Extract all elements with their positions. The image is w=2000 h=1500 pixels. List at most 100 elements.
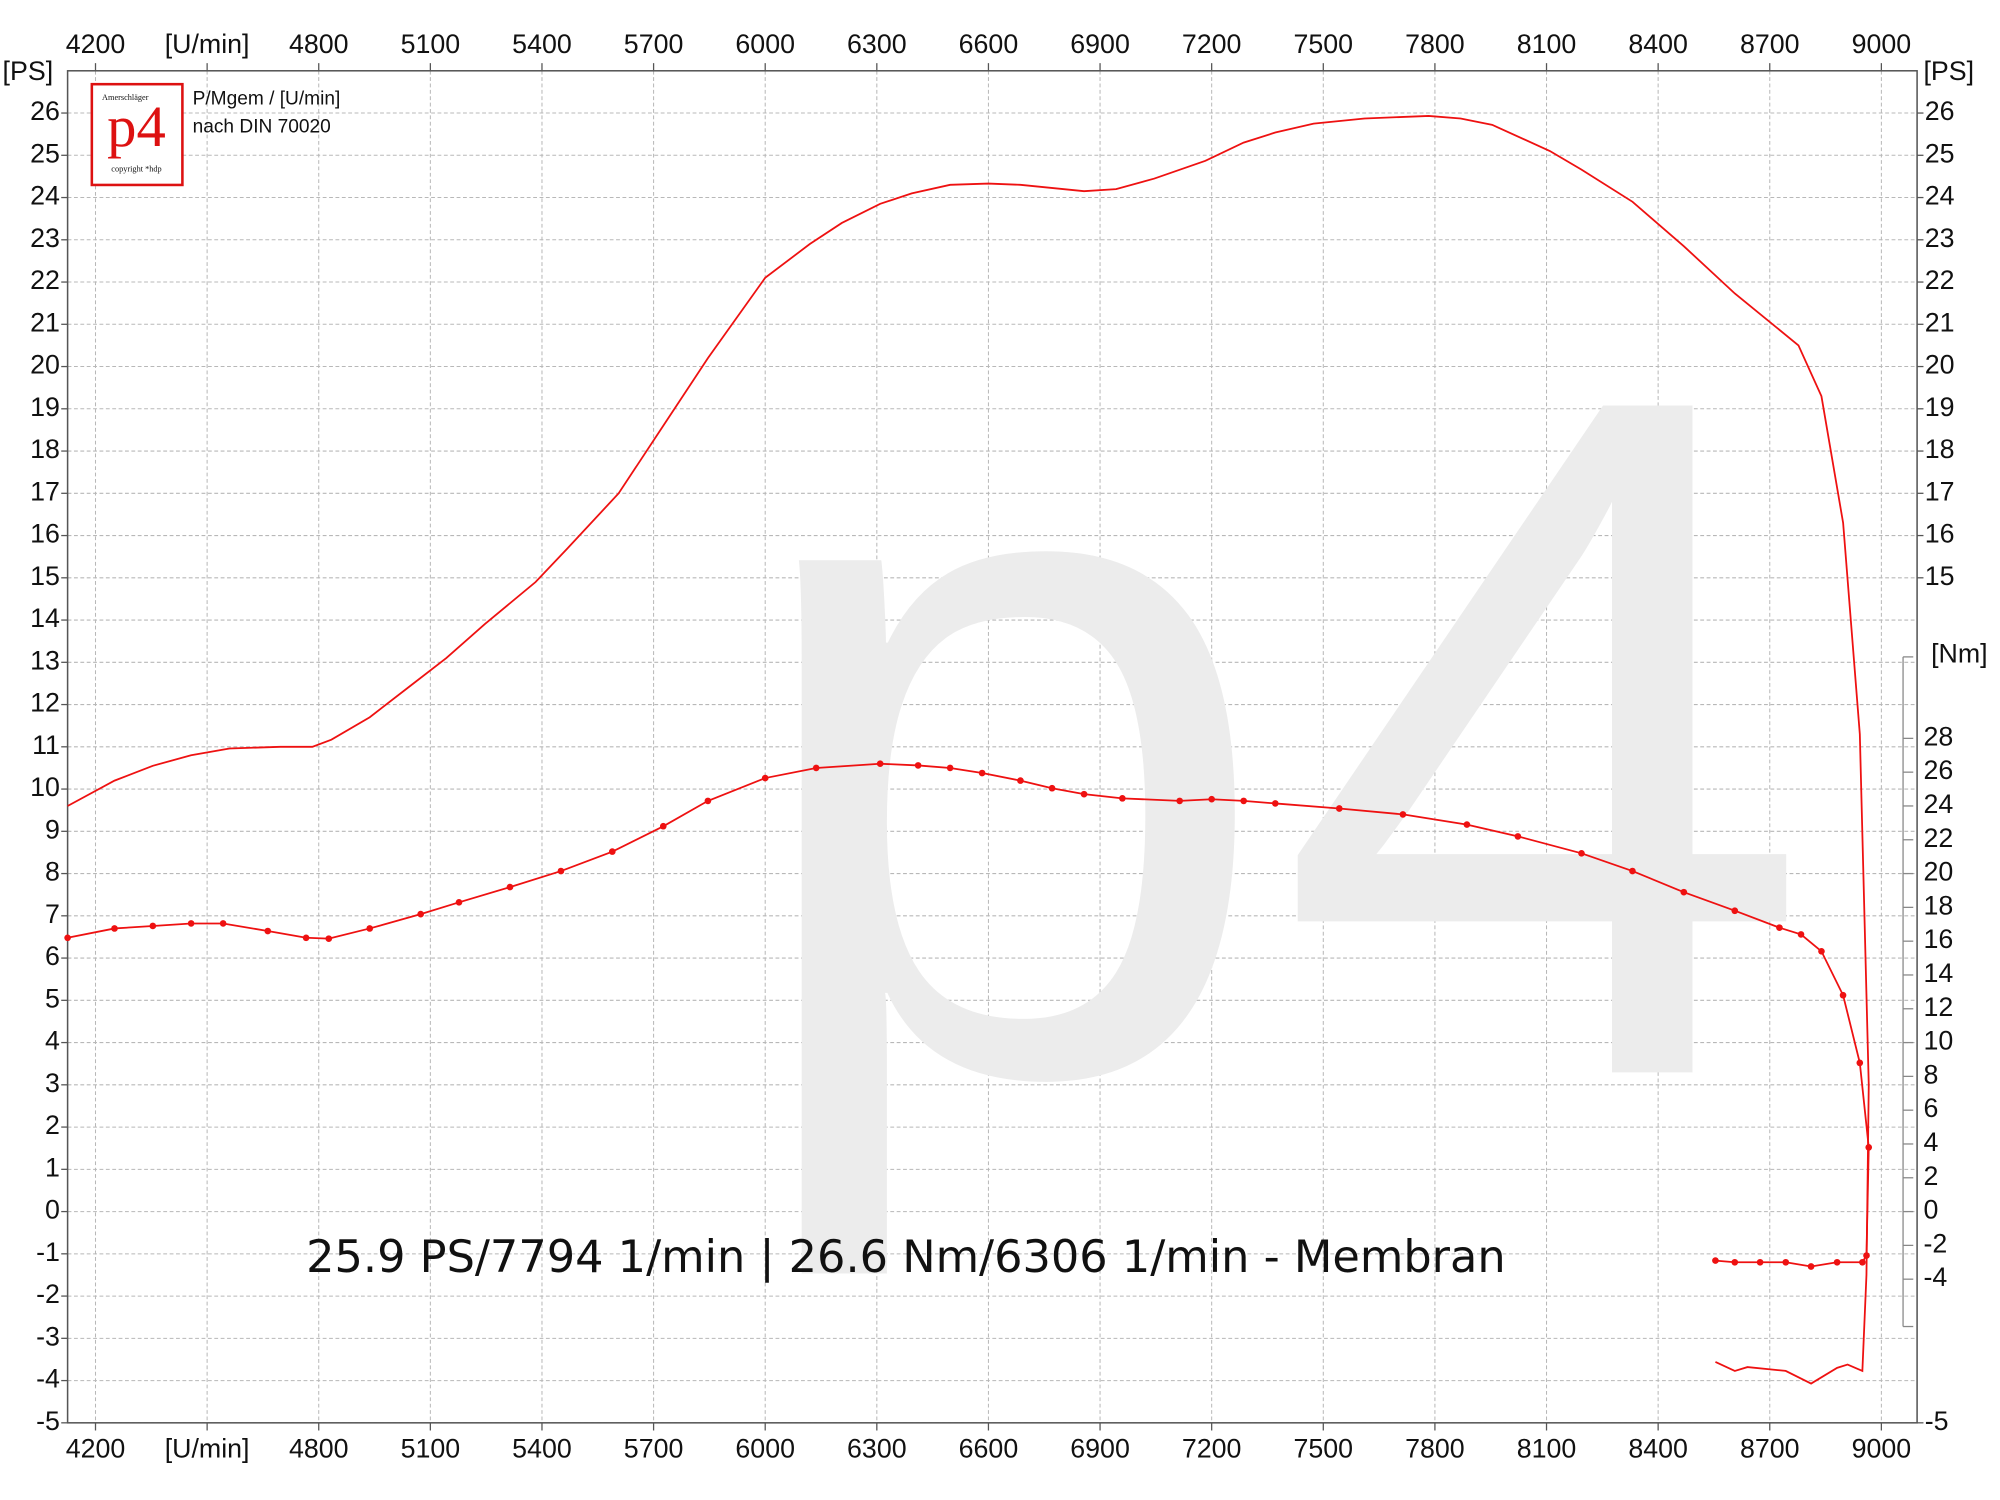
- y-tick-label: 9: [45, 814, 60, 844]
- watermark: p4: [736, 195, 1814, 1284]
- series-point: [1712, 1257, 1719, 1264]
- x-tick-label: 6900: [1070, 29, 1130, 59]
- series-point: [506, 883, 514, 891]
- series-point: [1176, 797, 1183, 805]
- y-tick-label: 16: [30, 519, 60, 549]
- logo-copyright: copyright *hdp: [111, 165, 161, 174]
- y2-tick-label: 8: [1923, 1059, 1938, 1089]
- x-tick-label: 7200: [1182, 1433, 1242, 1463]
- y2-tick-label: 10: [1923, 1026, 1953, 1056]
- y-tick-label: -5: [36, 1406, 60, 1436]
- series-point: [1865, 1144, 1873, 1151]
- series-layer: [64, 115, 1873, 1385]
- series-point: [149, 922, 157, 930]
- series-point: [1048, 784, 1056, 792]
- y-tick-label-right: -5: [1925, 1406, 1949, 1436]
- series-point: [1578, 849, 1585, 857]
- series-point: [704, 797, 712, 805]
- series-point: [1240, 797, 1247, 805]
- series-point: [1797, 931, 1805, 938]
- y2-axis-label: [Nm]: [1931, 639, 1988, 669]
- y-tick-label: 24: [30, 181, 60, 211]
- y-tick-label: 3: [45, 1068, 60, 1098]
- y-tick-label-right: 25: [1925, 138, 1955, 168]
- y-tick-label-right: 26: [1925, 96, 1955, 126]
- x-tick-label: 5100: [401, 1433, 461, 1463]
- series-point: [1208, 795, 1215, 803]
- x-tick-label: 5400: [512, 1433, 572, 1463]
- series-point: [1776, 924, 1783, 931]
- x-tick-label: 7200: [1182, 29, 1242, 59]
- series-line: [67, 762, 1870, 1268]
- series-point: [1680, 888, 1688, 896]
- y2-tick-label: 12: [1923, 992, 1953, 1022]
- series-point: [1017, 777, 1024, 784]
- y-tick-label: 13: [30, 645, 60, 675]
- series-point: [1629, 867, 1636, 875]
- series-point: [812, 764, 820, 772]
- series-point: [1833, 1258, 1841, 1266]
- y-tick-label: 18: [30, 434, 60, 464]
- y-tick-label: 6: [45, 941, 60, 971]
- x-tick-label: 9000: [1852, 29, 1912, 59]
- y-tick-label: 14: [30, 603, 60, 633]
- logo-name: Amerschläger: [102, 93, 149, 102]
- x-tick-label: 5700: [624, 29, 684, 59]
- subtitle: P/Mgem / [U/min]: [193, 89, 341, 110]
- series-point: [187, 920, 195, 927]
- x-tick-label: 6300: [847, 1433, 907, 1463]
- series-point: [1080, 790, 1088, 798]
- x-tick-label: 7800: [1405, 29, 1465, 59]
- y2-tick-label: 14: [1923, 958, 1953, 988]
- x-tick-label: 4800: [289, 1433, 349, 1463]
- x-tick-label: 6900: [1070, 1433, 1130, 1463]
- y2-tick-label: 26: [1923, 755, 1953, 785]
- series-point: [64, 934, 71, 942]
- x-tick-label: 8100: [1517, 1433, 1577, 1463]
- y-tick-label: 20: [30, 350, 60, 380]
- grid: [67, 70, 1918, 1424]
- y-tick-label: 5: [45, 983, 60, 1013]
- y2-tick-label: 0: [1923, 1195, 1938, 1225]
- series-point: [659, 822, 667, 830]
- y2-tick-label: 2: [1923, 1161, 1938, 1191]
- series-point: [1756, 1258, 1764, 1266]
- x-tick-label: 8700: [1740, 29, 1800, 59]
- series-point: [608, 848, 616, 855]
- y-tick-label-right: 15: [1925, 561, 1955, 591]
- y-tick-label: 1: [45, 1152, 60, 1182]
- y2-tick-label: 4: [1923, 1127, 1938, 1157]
- series-point: [455, 898, 463, 906]
- x-tick-label: 4200: [66, 29, 126, 59]
- y-tick-label: 0: [45, 1195, 60, 1225]
- y2-tick-label: 24: [1923, 789, 1953, 819]
- x-tick-label: 5400: [512, 29, 572, 59]
- x-tick-label: 6000: [735, 29, 795, 59]
- y-tick-label: 25: [30, 138, 60, 168]
- series-point: [1514, 833, 1522, 840]
- y-tick-label: -3: [36, 1321, 60, 1351]
- y-tick-label-right: 19: [1925, 392, 1955, 422]
- series-point: [761, 774, 769, 782]
- y2-tick-label: 22: [1923, 823, 1953, 853]
- y-axis-label: [PS]: [3, 56, 54, 86]
- y-tick-label: -1: [36, 1237, 60, 1267]
- series-point: [1839, 991, 1847, 999]
- y-tick-label: -4: [36, 1364, 60, 1394]
- y2-tick-label: 28: [1923, 721, 1953, 751]
- y-tick-label: 21: [30, 307, 60, 337]
- y-tick-label: 17: [30, 476, 60, 506]
- y-tick-label-right: 17: [1925, 476, 1955, 506]
- series-point: [111, 925, 118, 932]
- y-tick-label: 15: [30, 561, 60, 591]
- series-point: [1859, 1258, 1866, 1266]
- y-tick-label-right: 23: [1925, 223, 1955, 253]
- series-point: [325, 935, 333, 942]
- logo-brand: p4: [107, 94, 166, 159]
- y-tick-label: -2: [36, 1279, 60, 1309]
- series-point: [876, 760, 884, 768]
- y-tick-label-right: 18: [1925, 434, 1955, 464]
- logo-frame: [90, 82, 184, 187]
- series-point: [1463, 821, 1471, 828]
